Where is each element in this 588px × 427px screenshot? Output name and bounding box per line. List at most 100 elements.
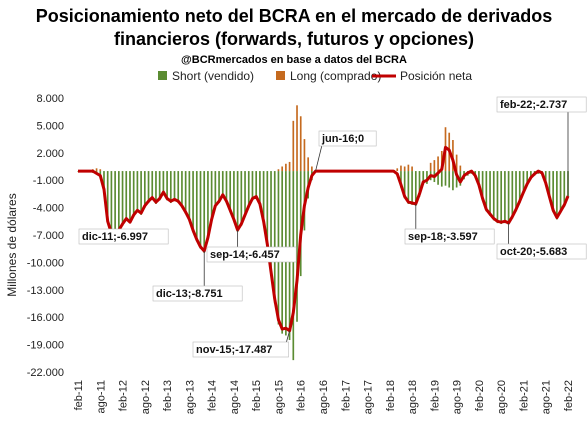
short-bar: [440, 171, 443, 187]
short-bar: [292, 171, 295, 361]
annotation-label: sep-14;-6.457: [210, 249, 280, 261]
y-tick-label: 5.000: [36, 120, 64, 132]
short-bar: [136, 171, 139, 213]
short-bar: [106, 171, 109, 222]
annotation-label: feb-22;-2.737: [500, 99, 567, 111]
short-bar: [199, 171, 202, 249]
x-tick-label: ago-12: [140, 380, 152, 414]
x-tick-label: feb-19: [429, 380, 441, 411]
legend: Short (vendido) Long (comprado) Posición n…: [158, 69, 472, 83]
short-bar: [259, 171, 261, 206]
short-bar: [507, 171, 510, 225]
x-tick-label: ago-21: [541, 380, 553, 414]
short-bar: [233, 171, 235, 222]
x-tick-label: feb-17: [340, 380, 352, 411]
annotation-label: sep-18;-3.597: [408, 231, 478, 243]
short-bar: [225, 171, 228, 204]
x-tick-label: ago-14: [229, 380, 241, 414]
long-bar: [429, 162, 432, 172]
annotation-label: jun-16;0: [321, 133, 364, 145]
short-bar: [485, 171, 488, 212]
short-bar: [403, 171, 406, 199]
short-bar: [140, 171, 142, 215]
short-bar: [548, 171, 551, 199]
short-bar: [181, 171, 183, 208]
long-bar: [95, 168, 98, 172]
short-bar: [266, 171, 269, 247]
short-bar: [422, 171, 425, 185]
long-bar: [459, 165, 462, 172]
net-position-line: [78, 145, 570, 333]
y-tick-label: -1.000: [33, 175, 64, 187]
x-tick-label: ago-15: [273, 380, 285, 414]
short-bar: [195, 171, 198, 242]
short-bar: [214, 171, 217, 208]
short-bar: [504, 171, 506, 224]
long-bar: [407, 164, 410, 172]
chart-title-line1: Posicionamiento neto del BCRA en el merc…: [36, 6, 552, 26]
long-bar: [396, 168, 399, 172]
short-bar: [117, 171, 120, 232]
y-tick-label: -10.000: [27, 257, 64, 269]
y-axis: 8.000 5.000 2.000 -1.000 -4.000 -7.000 -10.000…: [27, 93, 64, 379]
long-bar: [307, 157, 309, 172]
short-bar: [151, 171, 154, 200]
short-bar: [452, 171, 454, 191]
long-bar: [437, 156, 439, 172]
x-tick-label: ago-11: [95, 380, 107, 413]
y-tick-label: 8.000: [36, 93, 64, 105]
short-bar: [559, 171, 562, 214]
x-tick-label: feb-21: [518, 380, 530, 411]
short-bar: [444, 171, 447, 186]
short-bar: [132, 171, 135, 217]
short-bar: [155, 171, 157, 204]
short-bar: [121, 171, 124, 226]
short-bar: [400, 171, 402, 188]
short-bar: [270, 171, 272, 277]
annotation-box: [152, 285, 243, 302]
short-bar: [158, 171, 161, 201]
x-tick-label: feb-14: [207, 380, 219, 411]
y-tick-label: -22.000: [27, 367, 64, 379]
y-tick-label: 2.000: [36, 148, 64, 160]
y-tick-label: -7.000: [33, 230, 64, 242]
x-tick-label: feb-16: [296, 380, 308, 411]
short-bar: [129, 171, 131, 224]
short-bar: [518, 171, 521, 204]
short-bar: [169, 171, 172, 204]
legend-swatch: [276, 71, 285, 80]
long-bar: [311, 166, 313, 172]
annotation-leader: [315, 144, 323, 172]
short-bar: [492, 171, 495, 221]
x-tick-label: feb-13: [162, 380, 174, 411]
short-bar: [455, 171, 458, 188]
y-tick-label: -4.000: [33, 203, 64, 215]
x-tick-label: ago-18: [407, 380, 419, 414]
long-bar: [403, 166, 406, 172]
short-bar: [177, 171, 180, 204]
short-bar: [500, 171, 503, 225]
x-tick-label: ago-20: [496, 380, 508, 414]
short-bar: [143, 171, 146, 208]
short-bar: [496, 171, 499, 224]
long-bar: [277, 169, 280, 172]
x-tick-label: ago-16: [318, 380, 330, 414]
short-bar: [411, 171, 413, 205]
short-bar: [229, 171, 232, 213]
x-tick-label: ago-17: [363, 380, 375, 414]
chart-subtitle: @BCRmercados en base a datos del BCRA: [181, 54, 407, 66]
long-bar: [455, 154, 458, 172]
long-bar: [303, 139, 306, 172]
short-bar: [203, 171, 206, 253]
short-bar: [173, 171, 176, 202]
short-bar: [296, 171, 298, 322]
short-bar: [162, 171, 165, 194]
short-bar: [114, 171, 116, 236]
annotations: dic-11;-6.997 dic-13;-8.751 sep-14;-6.457 n…: [78, 96, 587, 358]
x-tick-label: feb-15: [251, 380, 263, 411]
short-bar: [262, 171, 265, 225]
long-bar: [288, 161, 291, 172]
annotation-box: [192, 341, 289, 358]
short-bar: [184, 171, 187, 214]
